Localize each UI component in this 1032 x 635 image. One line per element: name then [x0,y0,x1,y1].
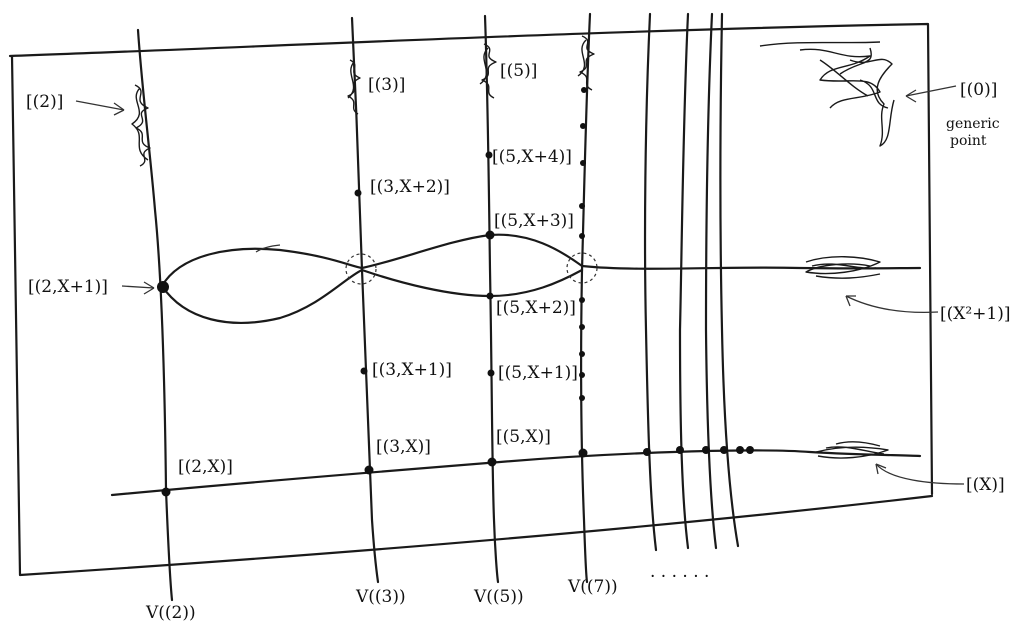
scribble-point-2 [131,84,151,167]
point-label-5-x2: [(5,X+2)] [496,298,576,318]
fiber-line-v5 [483,14,500,584]
fiber-line-v7 [580,12,592,584]
fiber-line-unlabeled [719,12,740,548]
arrow-to-curve-x2-plus-1 [845,295,939,314]
generic-point-label: [(0)] [960,80,997,100]
fiber-line-v2 [136,28,174,602]
generic-point-scribble [759,41,895,147]
point-marker-2-x1 [157,281,169,293]
closed-point-label-3: [(3)] [368,75,405,95]
crossing-marker-v7 [566,252,598,284]
curve-x-scribble [815,441,889,459]
frame-border [8,22,934,577]
point-label-3-x: [(3,X)] [376,437,431,457]
arrow-to-generic-point [905,85,957,103]
point-marker-3-x2 [354,189,362,197]
curve-line-x2-plus-1-upper [160,233,922,288]
point-marker-3-x [364,465,374,475]
point-label-5-x: [(5,X)] [496,427,551,447]
point-marker-5-x2 [486,292,494,300]
point-label-3-x1: [(3,X+1)] [372,360,452,380]
point-label-2-x: [(2,X)] [178,457,233,477]
point-label-3-x2: [(3,X+2)] [370,177,450,197]
closed-point-label-5: [(5)] [500,61,537,81]
scribble-point-3 [347,59,361,115]
point-marker-5-x [487,457,497,467]
scribble-point-7 [577,35,595,91]
curve-line-x [110,449,922,497]
point-label-5-x1: [(5,X+1)] [498,363,578,383]
fiber-line-unlabeled [678,12,690,550]
fiber-label-v2: V((2)) [145,603,196,623]
curve-x2-plus-1-scribble [805,256,881,279]
arrow-to-point-2 [75,100,125,116]
point-label-2-x1: [(2,X+1)] [28,277,108,297]
generic-point-caption-line1: generic [946,116,1000,132]
fiber-line-unlabeled [643,12,658,552]
crossing-marker-v3 [345,253,377,285]
fiber-line-unlabeled [704,12,718,550]
scribble-point-5 [479,43,497,99]
generic-point-caption-line2: point [950,133,987,149]
point-marker-3-x1 [360,367,368,375]
arrow-to-curve-x [875,463,965,485]
points-on-v7 [578,87,588,458]
fiber-label-v3: V((3)) [355,587,406,607]
point-marker-2-x [161,487,171,497]
point-marker-5-x3 [485,230,495,240]
closed-point-label-2: [(2)] [26,92,63,112]
curve-label-x2-plus-1: [(X²+1)] [940,304,1011,324]
curve-line-x2-plus-1-lower [160,268,584,324]
point-label-5-x3: [(5,X+3)] [494,211,574,231]
fiber-label-v5: V((5)) [473,587,524,607]
points-on-curve-x [643,446,754,456]
point-marker-5-x1 [487,369,495,377]
point-marker-5-x4 [485,151,493,159]
fibers-ellipsis: · · · · · · [650,567,709,587]
curve-label-x: [(X)] [966,475,1005,495]
fiber-label-v7: V((7)) [567,577,618,597]
arrow-to-point-2-x1 [121,281,155,295]
point-label-5-x4: [(5,X+4)] [492,147,572,167]
fiber-line-v3 [350,16,380,584]
curve-tangent-stroke [255,244,281,253]
